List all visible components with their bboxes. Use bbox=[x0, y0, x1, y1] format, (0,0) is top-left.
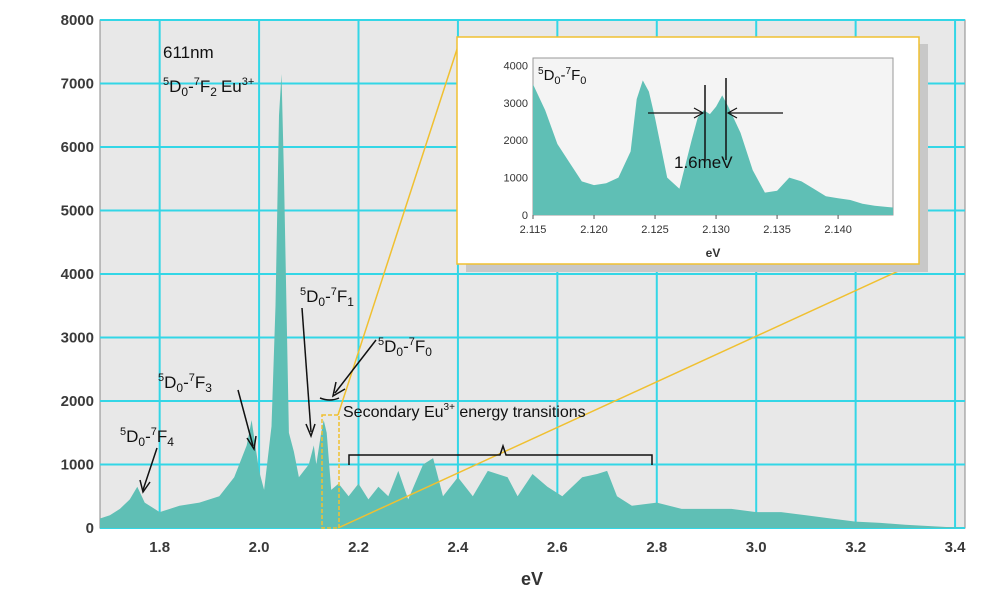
sup-7: 7 bbox=[194, 76, 200, 88]
label-5d0-7f4: 5D0-7F4 bbox=[120, 426, 174, 449]
arrow-f0 bbox=[334, 339, 377, 394]
x-tick-label: 2.2 bbox=[348, 539, 369, 556]
inset-y-tick-label: 1000 bbox=[504, 173, 528, 185]
inset-y-tick-label: 4000 bbox=[504, 60, 528, 72]
arrow-f4-head bbox=[139, 479, 151, 494]
arrow-f3-head bbox=[246, 435, 257, 452]
y-tick-label: 0 bbox=[86, 520, 94, 537]
y-tick-label: 6000 bbox=[61, 139, 94, 156]
inset-x-axis-title: eV bbox=[706, 246, 721, 260]
inset-y-tick-label: 0 bbox=[522, 210, 528, 222]
inset-right-arrow-head bbox=[726, 107, 738, 119]
x-tick-label: 2.6 bbox=[547, 539, 568, 556]
eu-text: Eu bbox=[221, 77, 242, 96]
y-tick-label: 7000 bbox=[61, 76, 94, 93]
zoom-region bbox=[321, 414, 340, 529]
dash-0: 0 bbox=[181, 85, 188, 99]
label-611nm: 611nm bbox=[163, 43, 214, 62]
arrow-f3 bbox=[237, 389, 254, 447]
zoom-connector-top bbox=[337, 39, 461, 416]
inset-x-tick-label: 2.140 bbox=[824, 224, 852, 236]
x-tick-label: 2.0 bbox=[249, 539, 270, 556]
inset-left-arrow-head bbox=[693, 107, 705, 119]
inset-x-tick-label: 2.130 bbox=[702, 224, 730, 236]
x-tick-label: 1.8 bbox=[149, 539, 170, 556]
label-5d0-7f0: 5D0-7F0 bbox=[378, 336, 432, 359]
y-tick-label: 8000 bbox=[61, 12, 94, 29]
inset-x-tick-label: 2.115 bbox=[520, 224, 547, 236]
y-axis: 0 1000 2000 3000 4000 5000 6000 7000 8000 bbox=[61, 12, 94, 537]
y-tick-label: 3000 bbox=[61, 330, 94, 347]
f-text: F bbox=[200, 77, 210, 96]
arrow-f0-head bbox=[331, 381, 346, 398]
label-5d0-7f3: 5D0-7F3 bbox=[158, 372, 212, 395]
arrow-f1-head bbox=[305, 423, 316, 439]
inset-x-tick-label: 2.120 bbox=[580, 224, 608, 236]
inset-label-5d0-7f0: 5D0-7F0 bbox=[538, 66, 586, 87]
inset-x-tick-label: 2.135 bbox=[763, 224, 791, 236]
x-tick-label: 3.2 bbox=[845, 539, 866, 556]
x-tick-label: 2.8 bbox=[646, 539, 667, 556]
dash: - bbox=[188, 77, 194, 96]
y-tick-label: 4000 bbox=[61, 266, 94, 283]
x-axis: 1.8 2.0 2.2 2.4 2.6 2.8 3.0 3.2 3.4 bbox=[149, 539, 966, 556]
x-tick-label: 3.0 bbox=[746, 539, 767, 556]
zoom-connector-bottom bbox=[337, 261, 919, 529]
y-tick-label: 5000 bbox=[61, 203, 94, 220]
label-5d0-7f1: 5D0-7F1 bbox=[300, 286, 354, 309]
d-text: D bbox=[169, 77, 181, 96]
secondary-brace bbox=[348, 443, 653, 465]
y-tick-label: 1000 bbox=[61, 457, 94, 474]
label-5d0-7f2: 5D0-7F2 Eu3+ bbox=[163, 76, 254, 99]
f0-bracket bbox=[319, 397, 340, 401]
inset-y-axis: 0 1000 2000 3000 4000 bbox=[504, 60, 528, 222]
y-tick-label: 2000 bbox=[61, 393, 94, 410]
arrow-f4 bbox=[142, 447, 158, 491]
sub-2: 2 bbox=[210, 85, 217, 99]
inset-spectrum-area bbox=[533, 80, 893, 216]
inset-width-label: 1.6meV bbox=[674, 153, 733, 172]
x-tick-label: 3.4 bbox=[945, 539, 967, 556]
arrow-f1 bbox=[301, 307, 312, 433]
eu-sup: 3+ bbox=[242, 76, 255, 88]
inset-y-tick-label: 3000 bbox=[504, 98, 528, 110]
inset-y-tick-label: 2000 bbox=[504, 135, 528, 147]
inset-x-axis: 2.115 2.120 2.125 2.130 2.135 2.140 bbox=[520, 215, 852, 236]
sup-5: 5 bbox=[163, 76, 169, 88]
x-axis-title: eV bbox=[521, 569, 543, 589]
inset-x-tick-label: 2.125 bbox=[641, 224, 669, 236]
x-tick-label: 2.4 bbox=[448, 539, 470, 556]
label-secondary: Secondary Eu3+ energy transitions bbox=[343, 402, 586, 421]
